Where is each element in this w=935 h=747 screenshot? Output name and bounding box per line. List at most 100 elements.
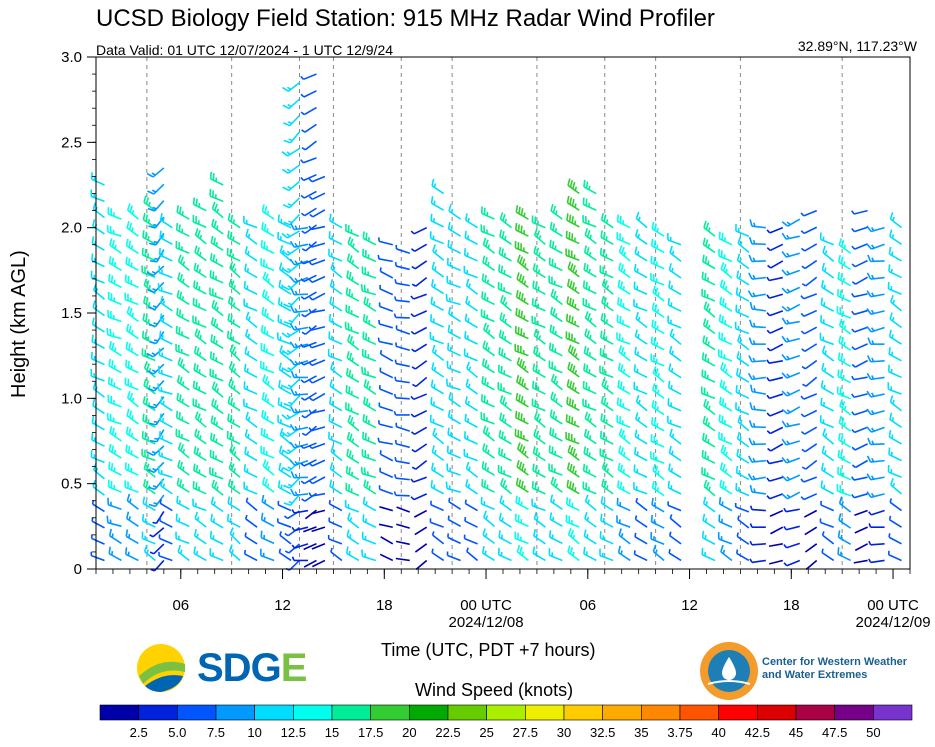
- wind-barb-staff: [431, 368, 445, 378]
- chart-title: UCSD Biology Field Station: 915 MHz Rada…: [96, 5, 715, 32]
- wind-barb: [244, 263, 258, 279]
- wind-barb-staff: [245, 500, 258, 512]
- wind-barb-feather: [520, 208, 524, 216]
- wind-barb: [821, 262, 835, 279]
- wind-barb-feather: [177, 357, 182, 365]
- wind-barb-feather: [622, 303, 625, 308]
- wind-barb-feather: [448, 306, 452, 315]
- wind-barb-feather: [781, 408, 789, 415]
- wind-barb-feather: [363, 284, 366, 292]
- wind-barb: [308, 275, 326, 284]
- wind-barb-feather: [749, 301, 753, 310]
- wind-barb: [735, 482, 750, 497]
- wind-barb-feather: [503, 252, 506, 258]
- wind-barb-staff: [160, 485, 173, 495]
- wind-barb: [582, 197, 597, 211]
- wind-barb: [277, 214, 292, 229]
- wind-barb-feather: [128, 428, 132, 436]
- wind-barb: [245, 328, 258, 345]
- wind-barb-feather: [393, 491, 397, 496]
- wind-barb-staff: [413, 393, 427, 401]
- wind-barb-feather: [143, 461, 148, 469]
- wind-barb-staff: [804, 343, 818, 352]
- wind-barb-feather: [410, 496, 415, 501]
- wind-barb-feather: [851, 494, 855, 499]
- wind-barb-feather: [176, 307, 179, 316]
- wind-barb-staff: [446, 300, 461, 306]
- wind-barb-feather: [583, 345, 587, 354]
- wind-barb-feather: [586, 347, 590, 355]
- wind-barb: [668, 280, 682, 296]
- wind-barb-feather: [747, 290, 753, 298]
- wind-barb-feather: [212, 352, 215, 360]
- wind-barb-feather: [464, 499, 467, 504]
- wind-barb-feather: [736, 351, 740, 359]
- wind-barb: [766, 326, 784, 334]
- wind-barb-staff: [277, 521, 292, 528]
- wind-barb: [701, 271, 716, 286]
- wind-barb: [735, 223, 750, 237]
- wind-barb-feather: [212, 254, 216, 262]
- wind-barb: [667, 298, 682, 312]
- wind-barb: [781, 303, 801, 312]
- wind-barb: [464, 413, 478, 429]
- wind-barb: [192, 481, 207, 495]
- wind-barb: [159, 330, 173, 345]
- wind-barb: [480, 394, 495, 408]
- wind-barb-feather: [619, 215, 622, 223]
- wind-barb: [210, 415, 224, 431]
- wind-barb: [866, 372, 885, 381]
- wind-barb-feather: [143, 544, 148, 552]
- wind-barb-feather: [113, 449, 117, 455]
- wind-barb: [193, 363, 207, 378]
- wind-barb-feather: [868, 558, 872, 563]
- wind-barb-feather: [289, 459, 296, 466]
- wind-barb: [821, 280, 835, 296]
- wind-barb-staff: [769, 509, 784, 517]
- wind-barb-feather: [484, 377, 487, 385]
- wind-barb: [719, 296, 733, 312]
- wind-barb-staff: [380, 536, 394, 545]
- wind-barb: [308, 259, 326, 266]
- wind-barb-feather: [287, 185, 292, 190]
- wind-barb: [394, 376, 410, 384]
- wind-barb-feather: [868, 511, 872, 516]
- wind-barb: [141, 330, 156, 345]
- wind-barb-feather: [704, 353, 707, 361]
- wind-barb-feather: [766, 229, 771, 234]
- wind-barb-staff: [888, 436, 902, 445]
- wind-barb: [867, 254, 885, 263]
- wind-barb-feather: [92, 300, 96, 308]
- wind-barb: [228, 361, 241, 379]
- wind-barb-staff: [260, 349, 275, 357]
- wind-barb-feather: [329, 296, 333, 304]
- y-tick-label: 0.5: [61, 476, 82, 493]
- wind-barb-staff: [718, 520, 733, 528]
- wind-barb-feather: [351, 374, 354, 379]
- wind-barb: [261, 494, 275, 510]
- wind-barb: [125, 256, 139, 272]
- wind-barb-feather: [281, 232, 288, 239]
- wind-barb: [192, 380, 207, 395]
- wind-barb-feather: [450, 329, 453, 334]
- wind-barb-feather: [147, 486, 156, 491]
- wind-barb-staff: [227, 502, 241, 512]
- wind-barb: [851, 326, 868, 333]
- wind-barb-feather: [617, 380, 620, 388]
- wind-barb-feather: [278, 548, 282, 553]
- wind-barb-feather: [178, 500, 181, 505]
- wind-barb: [650, 255, 665, 270]
- wind-barb-feather: [786, 494, 791, 498]
- wind-barb-feather: [735, 368, 739, 376]
- wind-barb: [290, 370, 308, 379]
- wind-barb-feather: [351, 357, 354, 362]
- wind-barb-feather: [277, 297, 281, 305]
- wind-barb: [532, 380, 546, 395]
- wind-barb-feather: [198, 286, 201, 291]
- wind-barb-feather: [229, 332, 232, 340]
- wind-barb: [766, 243, 784, 252]
- wind-barb-feather: [362, 496, 366, 504]
- wind-barb-feather: [722, 463, 726, 472]
- wind-barb: [309, 292, 326, 301]
- wind-barb: [836, 483, 851, 497]
